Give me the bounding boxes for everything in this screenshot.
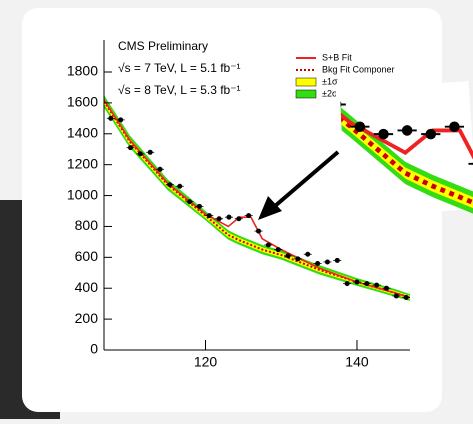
data-point <box>345 281 350 286</box>
data-point <box>335 258 340 263</box>
y-tick-label: 800 <box>75 217 99 233</box>
y-tick-label: 600 <box>75 248 99 264</box>
legend-label: S+B Fit <box>322 52 352 62</box>
y-tick-label: 200 <box>75 310 99 326</box>
legend-label: ±2σ <box>322 88 338 98</box>
legend-swatch <box>296 78 316 86</box>
data-point <box>394 293 399 298</box>
legend-label: ±1σ <box>322 76 338 86</box>
data-point <box>108 116 113 121</box>
data-point <box>177 184 182 189</box>
y-tick-label: 400 <box>75 279 99 295</box>
data-point <box>354 280 359 285</box>
data-point <box>246 213 251 218</box>
y-tick-label: 1200 <box>67 155 98 171</box>
data-point <box>364 281 369 286</box>
y-tick-label: 1000 <box>67 186 98 202</box>
y-tick-label: 1800 <box>67 63 98 79</box>
header-text: √s = 8 TeV, L = 5.3 fb⁻¹ <box>118 83 241 97</box>
data-point <box>217 216 222 221</box>
data-point <box>449 121 460 132</box>
data-point <box>266 242 271 247</box>
data-point <box>226 215 231 220</box>
data-point <box>187 199 192 204</box>
data-point <box>355 121 366 132</box>
legend-swatch <box>296 90 316 98</box>
data-point <box>325 259 330 264</box>
y-tick-label: 0 <box>90 341 98 357</box>
data-point <box>236 216 241 221</box>
data-point <box>404 295 409 300</box>
y-tick-label: 1400 <box>67 124 98 140</box>
data-point <box>118 117 123 122</box>
data-point <box>158 167 163 172</box>
data-point <box>276 247 281 252</box>
data-point <box>167 182 172 187</box>
data-point <box>148 150 153 155</box>
data-point <box>378 129 389 140</box>
data-point <box>315 261 320 266</box>
legend-label: Bkg Fit Componer <box>322 64 395 74</box>
header-text: √s = 7 TeV, L = 5.1 fb⁻¹ <box>118 61 241 75</box>
x-tick-label: 140 <box>345 354 369 370</box>
data-point <box>138 151 143 156</box>
data-point <box>207 213 212 218</box>
x-tick-label: 120 <box>194 354 218 370</box>
data-point <box>286 253 291 258</box>
data-point <box>305 252 310 257</box>
data-point <box>295 256 300 261</box>
data-point <box>128 145 133 150</box>
data-point <box>384 286 389 291</box>
data-point <box>374 283 379 288</box>
data-point <box>256 229 261 234</box>
data-point <box>402 125 413 136</box>
data-point <box>197 204 202 209</box>
y-tick-label: 1600 <box>67 94 98 110</box>
data-point <box>425 129 436 140</box>
header-text: CMS Preliminary <box>118 39 208 53</box>
